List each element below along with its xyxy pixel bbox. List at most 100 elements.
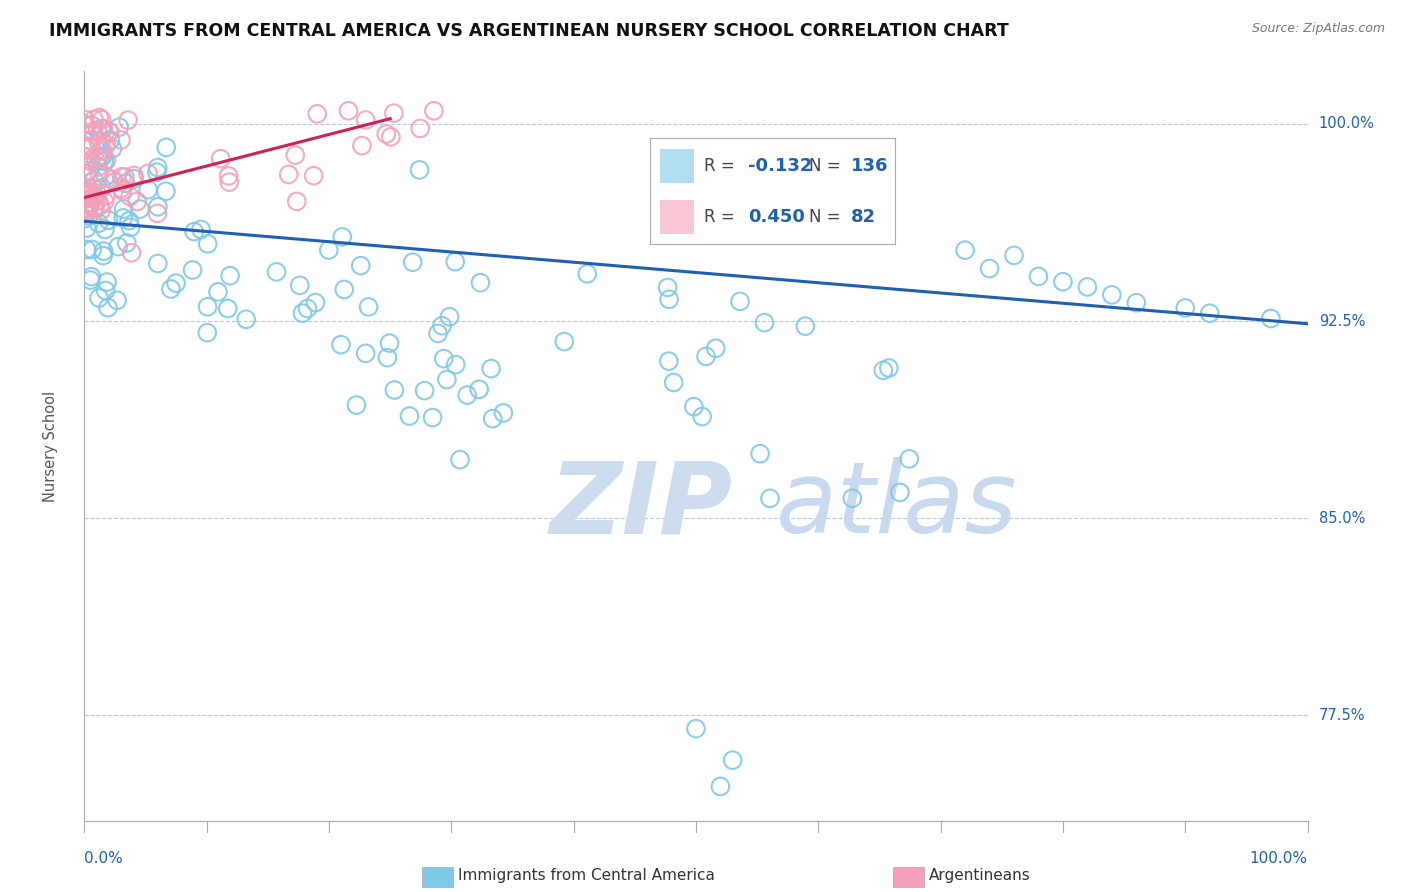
Bar <box>659 149 695 183</box>
Point <box>354 113 377 128</box>
Point <box>709 780 731 794</box>
Point <box>91 121 114 136</box>
Point <box>75 191 97 205</box>
Point <box>83 200 105 214</box>
Point <box>690 409 713 424</box>
Point <box>576 267 599 281</box>
Point <box>662 376 685 390</box>
Point <box>398 409 420 423</box>
Point <box>195 326 218 340</box>
Point <box>479 361 502 376</box>
Text: Argentineans: Argentineans <box>929 869 1031 883</box>
Point <box>83 189 105 203</box>
Point <box>378 336 401 351</box>
Text: 82: 82 <box>851 208 876 226</box>
Point <box>146 165 169 179</box>
Point <box>1076 280 1098 294</box>
Point <box>468 382 491 396</box>
Point <box>350 138 373 153</box>
Point <box>207 285 229 299</box>
Point <box>77 186 100 200</box>
Point <box>1002 248 1025 262</box>
Point <box>75 186 97 201</box>
Point <box>75 211 97 226</box>
Point <box>104 175 127 189</box>
Point <box>82 190 104 204</box>
Point <box>721 753 744 767</box>
Point <box>436 373 458 387</box>
Point <box>73 149 96 163</box>
Point <box>110 133 132 147</box>
Point <box>87 165 110 179</box>
Point <box>408 162 430 177</box>
Text: R =: R = <box>703 157 740 175</box>
Point <box>96 153 118 168</box>
Point <box>91 249 114 263</box>
Point <box>73 189 96 203</box>
Point <box>375 127 398 141</box>
Point <box>77 133 100 147</box>
Point <box>402 255 425 269</box>
Point <box>658 293 681 307</box>
Point <box>94 222 117 236</box>
Point <box>155 184 177 198</box>
Point <box>218 175 240 189</box>
Point <box>105 293 128 308</box>
Text: 77.5%: 77.5% <box>1319 708 1365 723</box>
Point <box>1052 275 1074 289</box>
Text: -0.132: -0.132 <box>748 157 813 175</box>
Point <box>749 447 772 461</box>
Text: 92.5%: 92.5% <box>1319 314 1365 328</box>
Point <box>89 198 111 212</box>
Point <box>121 245 143 260</box>
Point <box>90 142 112 156</box>
Text: IMMIGRANTS FROM CENTRAL AMERICA VS ARGENTINEAN NURSERY SCHOOL CORRELATION CHART: IMMIGRANTS FROM CENTRAL AMERICA VS ARGEN… <box>49 22 1010 40</box>
Point <box>112 202 135 216</box>
Point <box>80 153 103 167</box>
Point <box>190 222 212 236</box>
Point <box>759 491 782 506</box>
Point <box>118 214 141 228</box>
Point <box>120 189 142 203</box>
Point <box>330 337 353 351</box>
Point <box>165 276 187 290</box>
Point <box>146 200 169 214</box>
Point <box>127 194 149 209</box>
Point <box>80 140 103 154</box>
Point <box>75 142 97 156</box>
Point <box>217 301 239 316</box>
Point <box>93 194 115 209</box>
Point <box>111 169 134 184</box>
Point <box>146 161 169 175</box>
Point <box>354 346 377 360</box>
Point <box>77 195 100 210</box>
Point <box>117 113 139 128</box>
Point <box>97 213 120 227</box>
Text: 0.450: 0.450 <box>748 208 804 226</box>
Point <box>90 112 112 127</box>
Point <box>98 125 121 139</box>
Point <box>357 300 380 314</box>
Point <box>79 186 101 200</box>
Point <box>110 181 132 195</box>
Point <box>93 244 115 259</box>
Point <box>87 150 110 164</box>
Point <box>377 351 399 365</box>
Text: 100.0%: 100.0% <box>1250 851 1308 865</box>
Point <box>754 316 776 330</box>
Point <box>456 388 478 402</box>
Point <box>98 133 121 147</box>
Point <box>77 139 100 153</box>
Point <box>183 225 205 239</box>
Point <box>333 282 356 296</box>
Text: atlas: atlas <box>776 458 1017 555</box>
Point <box>657 280 679 294</box>
Text: 85.0%: 85.0% <box>1319 511 1365 525</box>
Point <box>350 259 373 273</box>
Point <box>101 172 124 186</box>
Point <box>83 202 105 216</box>
Point <box>444 358 467 372</box>
Point <box>76 167 98 181</box>
Point <box>77 186 100 201</box>
Point <box>122 171 145 186</box>
